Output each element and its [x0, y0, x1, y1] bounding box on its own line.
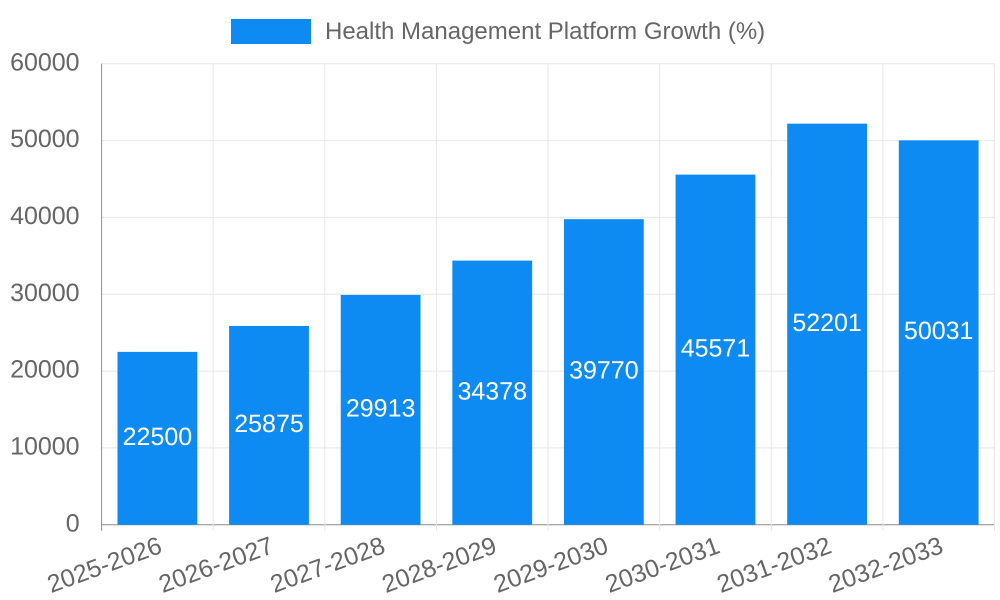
svg-text:2031-2032: 2031-2032 — [713, 532, 835, 599]
svg-text:0: 0 — [66, 509, 80, 537]
svg-text:52201: 52201 — [792, 309, 862, 337]
svg-text:60000: 60000 — [10, 48, 80, 76]
svg-text:45571: 45571 — [681, 334, 751, 362]
svg-text:2028-2029: 2028-2029 — [378, 532, 500, 599]
svg-text:22500: 22500 — [123, 423, 193, 451]
svg-text:34378: 34378 — [457, 377, 527, 405]
svg-text:29913: 29913 — [346, 394, 416, 422]
svg-text:2029-2030: 2029-2030 — [490, 532, 612, 599]
svg-text:30000: 30000 — [10, 279, 80, 307]
svg-text:40000: 40000 — [10, 202, 80, 230]
svg-text:2030-2031: 2030-2031 — [602, 532, 724, 599]
svg-text:2032-2033: 2032-2033 — [825, 532, 947, 599]
svg-text:50031: 50031 — [904, 317, 974, 345]
svg-text:2025-2026: 2025-2026 — [44, 532, 166, 599]
svg-text:2026-2027: 2026-2027 — [155, 532, 277, 599]
svg-text:20000: 20000 — [10, 356, 80, 384]
svg-text:10000: 10000 — [10, 433, 80, 461]
svg-text:25875: 25875 — [234, 410, 304, 438]
svg-text:50000: 50000 — [10, 125, 80, 153]
svg-text:2027-2028: 2027-2028 — [267, 532, 389, 599]
svg-text:39770: 39770 — [569, 357, 639, 385]
